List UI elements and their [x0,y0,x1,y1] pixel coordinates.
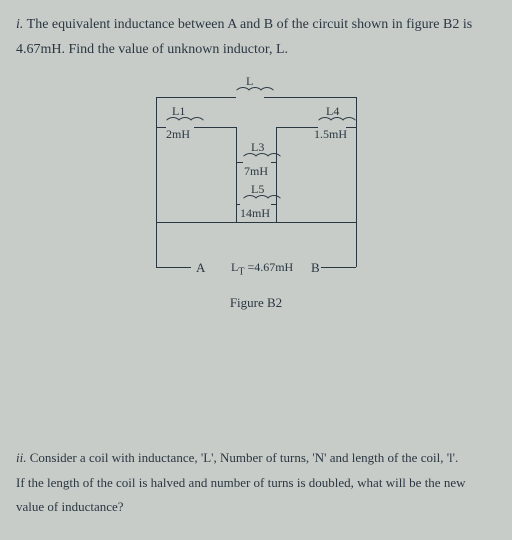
lt-label: LT =4.67mH [231,260,293,277]
problem-i-line2: 4.67mH. Find the value of unknown induct… [16,42,288,57]
problem-i-line1: The equivalent inductance between A and … [27,17,473,32]
wire-right-outer [356,97,357,267]
wire-bottom-left [156,267,191,268]
wire-bottom-right [321,267,356,268]
wire-l4-right [346,127,356,128]
inductor-L3-value: 7mH [244,164,268,179]
wire-l3-left [236,162,243,163]
wire-l1-right [194,127,236,128]
problem-ii-text: ii. Consider a coil with inductance, 'L'… [16,446,496,520]
problem-ii-line3: value of inductance? [16,499,124,514]
inductor-L5-value: 14mH [240,206,270,221]
figure-caption: Figure B2 [96,295,416,311]
wire-left-outer [156,97,157,267]
problem-ii-line2: If the length of the coil is halved and … [16,475,465,490]
wire-inner-bottom [156,222,356,223]
problem-ii-line1: Consider a coil with inductance, 'L', Nu… [30,450,459,465]
wire-top-right [264,97,356,98]
wire-l4-left [276,127,318,128]
circuit-diagram: L ⌒⌒⌒ L1 ⌒⌒⌒ 2mH L4 ⌒⌒⌒ 1.5mH L3 ⌒⌒⌒ 7mH… [96,82,416,312]
inductor-L1-value: 2mH [166,127,190,142]
wire-left-inner [236,127,237,222]
inductor-L-symbol: ⌒⌒⌒ [236,84,272,104]
wire-l3-right [271,162,276,163]
wire-l5-left [236,204,240,205]
node-b: B [311,260,320,276]
wire-top-left [156,97,236,98]
problem-i-prefix: i. [16,17,23,32]
problem-i-text: i. The equivalent inductance between A a… [16,12,496,62]
wire-l5-right [271,204,276,205]
node-a: A [196,260,205,276]
wire-l1-left [156,127,166,128]
inductor-L4-value: 1.5mH [314,127,347,142]
problem-ii-prefix: ii. [16,450,26,465]
